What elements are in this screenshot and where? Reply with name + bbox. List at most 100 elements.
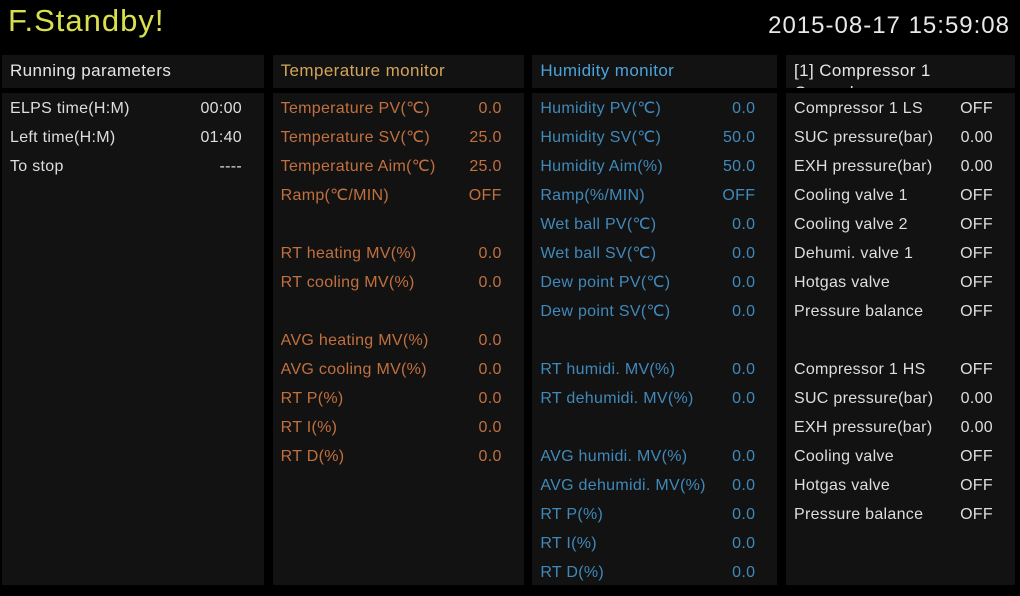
row-value: OFF <box>960 303 993 320</box>
row-spacer <box>532 326 777 355</box>
row-value: 0.0 <box>478 448 502 465</box>
top-bar: F.Standby! 2015-08-17 15:59:08 <box>0 0 1020 55</box>
row-label: Left time(H:M) <box>10 129 116 146</box>
row-spacer <box>273 297 524 326</box>
row-label: Humidity SV(℃) <box>540 129 662 146</box>
row-value: 0.0 <box>732 303 756 320</box>
row-value: OFF <box>468 187 502 204</box>
row-value: 25.0 <box>469 129 502 146</box>
monitor-row: EXH pressure(bar) 0.00 <box>786 152 1015 181</box>
datetime-display: 2015-08-17 15:59:08 <box>768 12 1010 39</box>
row-label: SUC pressure(bar) <box>793 129 934 146</box>
row-label: Cooling valve 1 <box>793 187 908 204</box>
panel-columns: Running parameters ELPS time(H:M) 00:00 Le… <box>2 55 1015 585</box>
row-label <box>540 413 755 442</box>
monitor-row: Wet ball PV(℃) 0.0 <box>532 210 777 239</box>
row-label: Hotgas valve <box>793 274 891 291</box>
row-value: 50.0 <box>722 129 756 146</box>
row-label: AVG heating MV(%) <box>280 332 429 349</box>
row-label <box>540 326 755 355</box>
row-value: 50.0 <box>722 158 756 175</box>
panel-title-compressor-cascade: [1] Compressor 1 Cascade <box>785 55 1015 93</box>
row-label: EXH pressure(bar) <box>793 158 933 175</box>
row-label: RT humidi. MV(%) <box>540 361 676 378</box>
row-value: 0.0 <box>478 390 502 407</box>
row-value: OFF <box>960 274 993 291</box>
monitor-row: ELPS time(H:M) 00:00 <box>2 94 264 123</box>
monitor-row: RT heating MV(%) 0.0 <box>273 239 524 268</box>
row-label: RT P(%) <box>540 506 604 523</box>
row-label: EXH pressure(bar) <box>793 419 933 436</box>
row-value: OFF <box>960 216 993 233</box>
row-value: OFF <box>960 100 993 117</box>
monitor-row: RT cooling MV(%) 0.0 <box>273 268 524 297</box>
row-value: 0.0 <box>732 390 756 407</box>
monitor-row: Compressor 1 HS OFF <box>786 355 1015 384</box>
row-label: RT dehumidi. MV(%) <box>540 390 694 407</box>
row-value: OFF <box>960 187 993 204</box>
row-label: RT P(%) <box>280 390 344 407</box>
monitor-row: Humidity SV(℃) 50.0 <box>532 123 777 152</box>
monitor-row: To stop ---- <box>2 152 264 181</box>
row-label: Pressure balance <box>793 506 924 523</box>
panel-title-humidity-monitor: Humidity monitor <box>532 55 778 93</box>
monitor-row: Hotgas valve OFF <box>786 471 1015 500</box>
row-label: Temperature PV(℃) <box>280 100 430 117</box>
row-label: RT I(%) <box>540 535 597 552</box>
monitor-row: AVG humidi. MV(%) 0.0 <box>532 442 777 471</box>
row-label: Dew point SV(℃) <box>540 303 671 320</box>
row-value: 0.0 <box>732 477 756 494</box>
row-value: 00:00 <box>200 100 242 117</box>
monitor-row: Humidity PV(℃) 0.0 <box>532 94 777 123</box>
row-value: 0.0 <box>478 100 502 117</box>
monitor-row: EXH pressure(bar) 0.00 <box>786 413 1015 442</box>
row-value: 0.00 <box>960 158 993 175</box>
row-label: Ramp(%/MIN) <box>540 187 645 204</box>
row-spacer <box>786 326 1015 355</box>
monitor-row: RT P(%) 0.0 <box>273 384 524 413</box>
row-value: 0.0 <box>478 332 502 349</box>
row-value: ---- <box>219 158 242 175</box>
monitor-row: SUC pressure(bar) 0.00 <box>786 384 1015 413</box>
row-label: AVG cooling MV(%) <box>280 361 427 378</box>
row-value: 01:40 <box>200 129 242 146</box>
row-label: Ramp(℃/MIN) <box>280 187 390 204</box>
row-spacer <box>273 210 524 239</box>
row-label: Compressor 1 HS <box>793 361 926 378</box>
row-value: OFF <box>960 361 993 378</box>
panel-temperature-monitor: Temperature monitor Temperature PV(℃) 0.0… <box>272 55 524 585</box>
monitor-row: AVG dehumidi. MV(%) 0.0 <box>532 471 777 500</box>
row-value: OFF <box>960 245 993 262</box>
row-label: SUC pressure(bar) <box>793 390 934 407</box>
monitor-row: Pressure balance OFF <box>786 297 1015 326</box>
monitor-row: Dew point SV(℃) 0.0 <box>532 297 777 326</box>
panel-title-running-parameters: Running parameters <box>2 55 264 93</box>
panel-body-humidity-monitor: Humidity PV(℃) 0.0 Humidity SV(℃) 50.0 Humid… <box>532 93 777 585</box>
row-label <box>794 326 993 355</box>
monitor-row: Left time(H:M) 01:40 <box>2 123 264 152</box>
row-value: 0.0 <box>732 100 756 117</box>
monitor-row: RT D(%) 0.0 <box>532 558 777 585</box>
monitor-row: RT I(%) 0.0 <box>532 529 777 558</box>
monitor-row: Pressure balance OFF <box>786 500 1015 529</box>
monitor-row: AVG cooling MV(%) 0.0 <box>273 355 524 384</box>
row-label: Pressure balance <box>793 303 924 320</box>
row-label: RT I(%) <box>280 419 338 436</box>
monitor-row: Hotgas valve OFF <box>786 268 1015 297</box>
panel-body-running-parameters: ELPS time(H:M) 00:00 Left time(H:M) 01:40 To… <box>2 93 264 585</box>
monitor-row: Cooling valve 1 OFF <box>786 181 1015 210</box>
row-value: 0.0 <box>732 506 756 523</box>
monitor-row: Cooling valve OFF <box>786 442 1015 471</box>
row-label: RT D(%) <box>540 564 605 581</box>
monitor-row: Temperature PV(℃) 0.0 <box>273 94 524 123</box>
row-label: Cooling valve 2 <box>793 216 908 233</box>
row-value: 0.0 <box>732 274 756 291</box>
monitor-row: RT dehumidi. MV(%) 0.0 <box>532 384 777 413</box>
row-label: Hotgas valve <box>793 477 891 494</box>
row-value: OFF <box>960 506 993 523</box>
row-label: ELPS time(H:M) <box>10 100 130 117</box>
monitor-row: RT P(%) 0.0 <box>532 500 777 529</box>
row-value: 25.0 <box>469 158 502 175</box>
controller-status-title: F.Standby! <box>8 3 165 38</box>
row-value: 0.0 <box>732 245 756 262</box>
